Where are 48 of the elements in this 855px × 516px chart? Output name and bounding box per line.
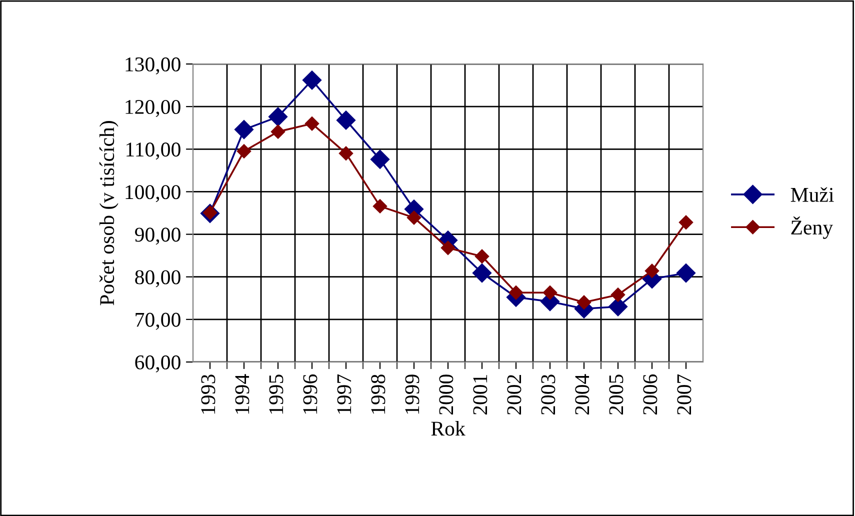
point bbox=[302, 70, 322, 90]
y-tick-label: 60,00 bbox=[135, 355, 180, 372]
point bbox=[678, 215, 694, 230]
point bbox=[234, 120, 254, 140]
point bbox=[336, 110, 356, 130]
point bbox=[542, 286, 558, 300]
x-tick-label: 2003 bbox=[541, 374, 556, 415]
point bbox=[304, 116, 320, 131]
x-tick-label: 1996 bbox=[303, 374, 318, 414]
x-tick-label: 2005 bbox=[609, 374, 624, 415]
x-tick-label: 2004 bbox=[575, 374, 590, 415]
point bbox=[576, 295, 592, 310]
x-tick-label: 1993 bbox=[201, 374, 216, 414]
x-tick-label: 2001 bbox=[473, 375, 488, 415]
y-tick-label: 110,00 bbox=[126, 142, 180, 160]
point bbox=[644, 264, 660, 278]
point bbox=[236, 144, 252, 158]
y-tick-label: 130,00 bbox=[126, 57, 180, 74]
point bbox=[440, 240, 456, 255]
x-axis-title: Rok bbox=[431, 421, 466, 436]
y-axis-title: Počet osob (v tisících) bbox=[99, 121, 118, 306]
point bbox=[406, 210, 422, 225]
point bbox=[508, 286, 524, 300]
y-tick-label: 90,00 bbox=[134, 228, 180, 245]
x-tick-label: 2002 bbox=[507, 374, 522, 415]
y-tick-label: 70,00 bbox=[136, 312, 180, 330]
y-tick-label: 100,00 bbox=[126, 185, 180, 202]
point bbox=[474, 249, 490, 264]
y-tick-label: 80,00 bbox=[135, 270, 180, 288]
x-tick-label: 1997 bbox=[337, 374, 352, 414]
point bbox=[610, 288, 626, 302]
point bbox=[472, 263, 492, 283]
point bbox=[370, 150, 390, 169]
x-tick-label: 2000 bbox=[439, 374, 454, 415]
x-tick-label: 1994 bbox=[235, 374, 250, 414]
point bbox=[268, 107, 288, 126]
point bbox=[372, 199, 388, 214]
legend-label: Ženy bbox=[791, 216, 834, 239]
x-tick-label: 1995 bbox=[269, 374, 284, 414]
point bbox=[676, 263, 696, 283]
x-tick-label: 2007 bbox=[677, 374, 692, 415]
x-tick-label: 1998 bbox=[371, 374, 386, 414]
legend-label: Muži bbox=[790, 187, 834, 202]
x-tick-label: 1999 bbox=[405, 374, 420, 414]
point bbox=[270, 124, 286, 139]
x-tick-label: 2006 bbox=[643, 374, 658, 415]
point bbox=[338, 146, 354, 160]
y-tick-label: 120,00 bbox=[126, 100, 180, 118]
